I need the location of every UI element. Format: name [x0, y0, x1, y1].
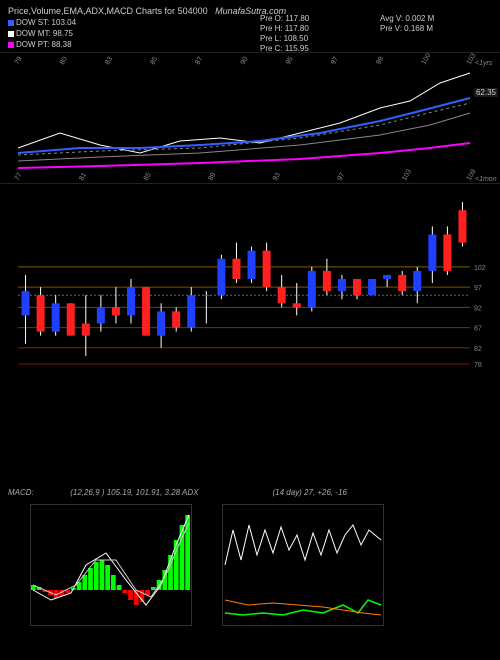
- svg-text:102: 102: [474, 265, 486, 272]
- indicator-header: MACD: (12,26,9 ) 105.19, 101.91, 3.28 AD…: [0, 484, 500, 504]
- legend-item: DOW PT: 88.38: [8, 40, 492, 49]
- legend-swatch: [8, 42, 14, 48]
- stat-item: Pre L: 108.50: [260, 34, 309, 44]
- macd-params: (12,26,9 ) 105.19, 101.91, 3.28 ADX: [70, 488, 270, 497]
- svg-text:85: 85: [149, 56, 159, 66]
- svg-text:77: 77: [14, 172, 24, 182]
- title-prefix: Price,Volume,EMA,ADX,MACD Charts for: [8, 6, 175, 16]
- adx-box: [222, 504, 384, 626]
- stat-item: Avg V: 0.002 M: [380, 14, 434, 24]
- svg-text:87: 87: [474, 326, 482, 333]
- ema-chart: 79 80 83 85 87 90 95 97 99 100 103 <1yrs 77 81 85 89 93 9…: [0, 53, 500, 183]
- ohlc-stats: Pre O: 117.80Pre H: 117.80Pre L: 108.50P…: [260, 14, 309, 54]
- svg-text:103: 103: [401, 168, 413, 182]
- spacer: [0, 374, 500, 484]
- svg-text:89: 89: [207, 172, 217, 182]
- svg-text:90: 90: [240, 56, 250, 66]
- macd-chart: [31, 505, 191, 625]
- adx-params: (14 day) 27, +26, -16: [272, 488, 347, 497]
- legend-text: DOW PT: 88.38: [16, 40, 72, 49]
- stat-item: Pre O: 117.80: [260, 14, 309, 24]
- svg-text:93: 93: [272, 172, 282, 182]
- macd-label: MACD:: [8, 488, 68, 497]
- svg-text:97: 97: [337, 172, 347, 182]
- legend-swatch: [8, 20, 14, 26]
- stat-item: Pre V: 0.168 M: [380, 24, 434, 34]
- volume-stats: Avg V: 0.002 MPre V: 0.168 M: [380, 14, 434, 34]
- svg-text:80: 80: [59, 56, 69, 66]
- svg-text:78: 78: [474, 362, 482, 369]
- svg-text:95: 95: [285, 56, 295, 66]
- title-symbol: 504000: [178, 6, 208, 16]
- macd-box: [30, 504, 192, 626]
- svg-text:92: 92: [474, 305, 482, 312]
- svg-text:100: 100: [420, 53, 432, 66]
- svg-text:81: 81: [78, 172, 88, 182]
- svg-text:83: 83: [104, 56, 114, 66]
- svg-text:97: 97: [474, 285, 482, 292]
- svg-text:97: 97: [330, 56, 340, 66]
- svg-text:<1mon: <1mon: [475, 176, 497, 183]
- candle-panel: 102 97 92 87 82 78: [0, 183, 500, 374]
- chart-header: Price,Volume,EMA,ADX,MACD Charts for 504…: [0, 0, 500, 52]
- svg-text:82: 82: [474, 346, 482, 353]
- svg-text:87: 87: [194, 56, 204, 66]
- svg-text:79: 79: [14, 56, 24, 66]
- svg-text:99: 99: [375, 56, 385, 66]
- legend-text: DOW MT: 98.75: [16, 29, 73, 38]
- stat-item: Pre H: 117.80: [260, 24, 309, 34]
- price-tag: 62.35: [474, 88, 498, 97]
- svg-text:<1yrs: <1yrs: [475, 60, 493, 67]
- legend-text: DOW ST: 103.04: [16, 18, 76, 27]
- ema-panel: 79 80 83 85 87 90 95 97 99 100 103 <1yrs 77 81 85 89 93 9…: [0, 52, 500, 183]
- indicator-row: [0, 504, 500, 626]
- adx-chart: [223, 505, 383, 625]
- candle-chart: 102 97 92 87 82 78: [0, 184, 500, 374]
- legend-swatch: [8, 31, 14, 37]
- svg-text:85: 85: [143, 172, 153, 182]
